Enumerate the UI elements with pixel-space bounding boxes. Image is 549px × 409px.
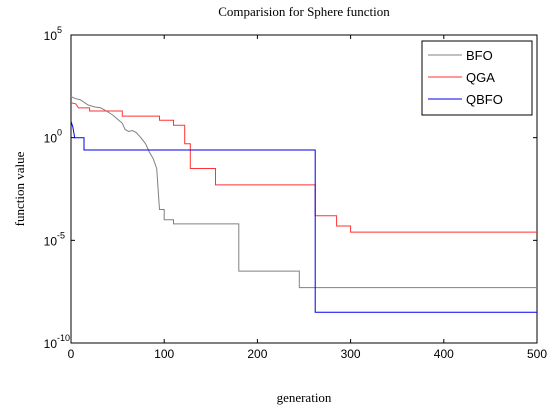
y-axis-label: function value [12,151,27,226]
series-layer [70,96,537,313]
chart-title: Comparision for Sphere function [218,4,390,19]
x-tick-label: 300 [341,347,361,361]
y-tick-exponent: -10 [57,333,70,343]
y-tick-label: 10 [44,234,58,248]
y-tick-exponent: 0 [57,128,62,138]
legend-label: BFO [466,48,493,63]
series-line-bfo [70,96,537,289]
series-line-qbfo [70,121,537,313]
y-tick-label: 10 [44,337,58,351]
x-tick-label: 200 [247,347,267,361]
legend: BFO QGA QBFO [421,40,533,116]
x-tick-label: 0 [68,347,75,361]
legend-label: QBFO [466,92,503,107]
y-tick-exponent: 5 [57,25,62,35]
series-line-qga [70,102,537,233]
y-tick-exponent: -5 [57,230,65,240]
x-tick-label: 100 [154,347,174,361]
y-tick-label: 10 [44,132,58,146]
y-tick-label: 10 [44,29,58,43]
legend-box [421,40,533,116]
x-tick-label: 400 [434,347,454,361]
x-tick-label: 500 [527,347,547,361]
x-axis-label: generation [277,390,332,405]
legend-label: QGA [466,70,495,85]
